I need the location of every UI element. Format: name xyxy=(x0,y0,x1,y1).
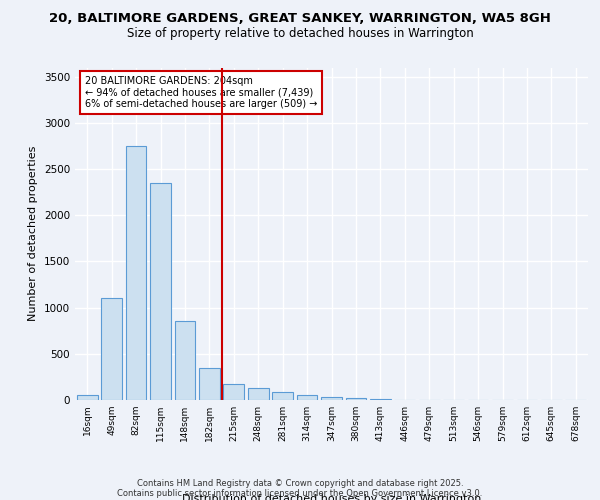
Bar xyxy=(346,398,367,400)
Bar xyxy=(321,397,342,400)
Bar xyxy=(272,392,293,400)
Text: Size of property relative to detached houses in Warrington: Size of property relative to detached ho… xyxy=(127,28,473,40)
Text: 20 BALTIMORE GARDENS: 204sqm
← 94% of detached houses are smaller (7,439)
6% of : 20 BALTIMORE GARDENS: 204sqm ← 94% of de… xyxy=(85,76,317,109)
Bar xyxy=(125,146,146,400)
Bar xyxy=(370,399,391,400)
Bar xyxy=(248,388,269,400)
Bar xyxy=(101,298,122,400)
Bar xyxy=(199,368,220,400)
Bar xyxy=(223,384,244,400)
Text: Contains public sector information licensed under the Open Government Licence v3: Contains public sector information licen… xyxy=(118,488,482,498)
Text: Contains HM Land Registry data © Crown copyright and database right 2025.: Contains HM Land Registry data © Crown c… xyxy=(137,478,463,488)
Bar xyxy=(296,395,317,400)
Y-axis label: Number of detached properties: Number of detached properties xyxy=(28,146,38,322)
Bar xyxy=(77,396,98,400)
Text: 20, BALTIMORE GARDENS, GREAT SANKEY, WARRINGTON, WA5 8GH: 20, BALTIMORE GARDENS, GREAT SANKEY, WAR… xyxy=(49,12,551,26)
Bar xyxy=(175,322,196,400)
X-axis label: Distribution of detached houses by size in Warrington: Distribution of detached houses by size … xyxy=(182,494,481,500)
Bar xyxy=(150,183,171,400)
